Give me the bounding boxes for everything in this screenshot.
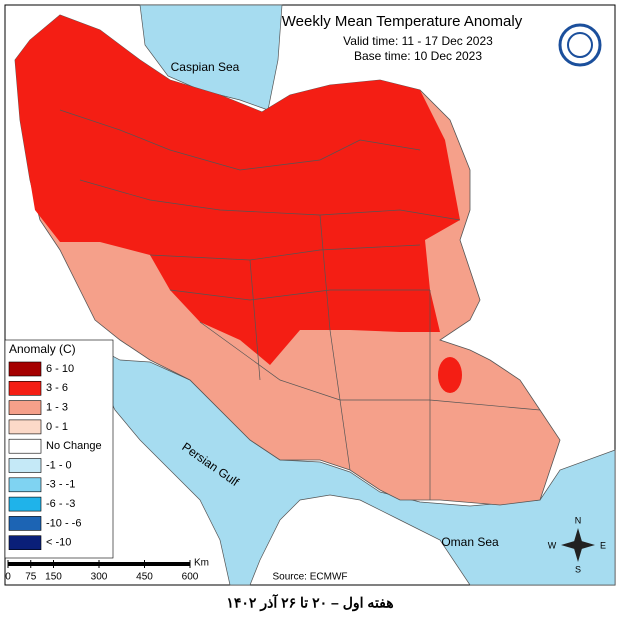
scale-unit: Km xyxy=(194,558,209,569)
legend-label: 3 - 6 xyxy=(46,382,68,394)
scale-tick-label: 600 xyxy=(182,572,199,583)
legend-swatch xyxy=(8,458,42,473)
water-label: Caspian Sea xyxy=(171,60,240,74)
logo xyxy=(558,23,602,67)
legend-label: < -10 xyxy=(46,537,71,549)
legend-label: 1 - 3 xyxy=(46,402,68,414)
legend-swatch xyxy=(8,419,42,435)
title: Weekly Mean Temperature Anomaly xyxy=(282,13,523,30)
legend-swatch xyxy=(8,361,42,377)
base-time: Base time: 10 Dec 2023 xyxy=(354,49,482,63)
legend-label: -3 - -1 xyxy=(46,479,75,491)
water-label: Oman Sea xyxy=(441,535,499,549)
legend-label: -6 - -3 xyxy=(46,498,75,510)
valid-time: Valid time: 11 - 17 Dec 2023 xyxy=(343,34,493,48)
scale-bar: 0 75 150 300 450 600 Km xyxy=(5,558,209,583)
scale-tick-label: 450 xyxy=(136,572,153,583)
legend-label: No Change xyxy=(46,440,102,452)
legend-swatch xyxy=(8,535,42,551)
legend-swatch xyxy=(8,516,42,531)
water xyxy=(91,4,616,586)
legend: Anomaly (C) 6 - 10 3 - 6 1 - 3 0 - 1 No Chan… xyxy=(4,339,114,559)
legend-swatch xyxy=(8,477,42,493)
compass: N S E W xyxy=(548,515,606,574)
compass-e: E xyxy=(600,540,606,550)
legend-label: -10 - -6 xyxy=(46,517,81,529)
compass-s: S xyxy=(575,564,581,574)
legend-swatch xyxy=(8,438,42,454)
iran-hot-region xyxy=(15,15,460,365)
legend-label: -1 - 0 xyxy=(46,459,72,471)
compass-n: N xyxy=(575,515,582,525)
caption: هفته اول – ۲۰ تا ۲۶ آذر ۱۴۰۲ xyxy=(226,594,393,612)
legend-swatch xyxy=(8,380,42,396)
legend-label: 0 - 1 xyxy=(46,421,68,433)
scale-tick-label: 75 xyxy=(25,572,37,583)
caspian-sea xyxy=(139,4,283,111)
scale-tick-label: 0 xyxy=(5,572,11,583)
legend-label: 6 - 10 xyxy=(46,363,74,375)
compass-w: W xyxy=(548,540,557,550)
header: Weekly Mean Temperature Anomaly Valid ti… xyxy=(282,13,523,63)
source: Source: ECMWF xyxy=(272,572,347,583)
hot-spot xyxy=(438,357,462,393)
legend-swatch xyxy=(8,400,42,415)
scale-tick-label: 150 xyxy=(45,572,62,583)
legend-swatch xyxy=(8,496,42,512)
legend-title: Anomaly (C) xyxy=(9,342,76,356)
scale-tick-label: 300 xyxy=(91,572,108,583)
province-borders xyxy=(59,109,541,500)
